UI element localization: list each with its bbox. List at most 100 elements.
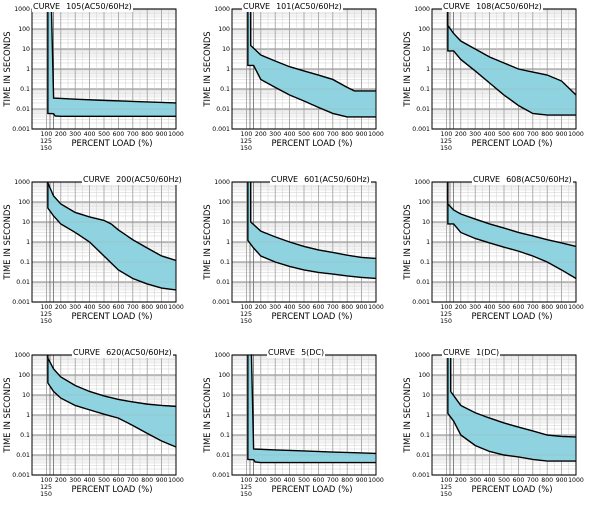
plot-frame	[431, 354, 577, 476]
lower-curve	[47, 355, 177, 448]
y-tick-label: 1000	[214, 352, 230, 359]
y-tick-label: 0.1	[20, 259, 30, 266]
y-tick-label: 0.001	[412, 472, 430, 479]
x-tick-label: 600	[112, 304, 124, 311]
x-axis-label: PERCENT LOAD (%)	[271, 138, 352, 148]
x-tick-label: 800	[341, 304, 353, 311]
curve-chart-620: 1000 100 10 1 0.1 0.01 0.001 100 200 300 400 500 600…	[2, 348, 192, 513]
x-tick-label: 600	[112, 131, 124, 138]
y-tick-label: 100	[418, 199, 430, 206]
x-tick-label: 800	[341, 131, 353, 138]
y-tick-label: 1000	[14, 352, 30, 359]
chart-title: CURVE 101(AC50/60Hz)	[242, 2, 343, 12]
x-tick-label: 700	[527, 131, 539, 138]
y-axis-label: TIME IN SECONDS	[202, 377, 212, 453]
y-tick-label: 1	[226, 66, 230, 73]
y-tick-label: 10	[222, 46, 230, 53]
y-tick-label: 10	[222, 392, 230, 399]
y-tick-label: 1000	[14, 6, 30, 13]
x-tick-label: 400	[284, 477, 296, 484]
trip-band	[447, 182, 576, 279]
x-tick-label: 700	[127, 131, 139, 138]
x-tick-label: 200	[55, 304, 67, 311]
x-tick-label: 200	[255, 477, 267, 484]
x-axis-label: PERCENT LOAD (%)	[471, 311, 552, 321]
upper-curve	[250, 9, 376, 92]
x-tick-label: 200	[55, 477, 67, 484]
x-tick-label: 500	[298, 304, 310, 311]
chart-title-word: CURVE	[33, 2, 61, 11]
x-tick-label: 500	[98, 131, 110, 138]
x-tick-label: 100	[240, 477, 252, 484]
y-tick-label: 100	[218, 372, 230, 379]
y-tick-label: 10	[222, 219, 230, 226]
chart-title-code: 608(AC50/60Hz)	[506, 175, 572, 184]
y-tick-label: 10	[22, 46, 30, 53]
y-tick-label: 1000	[414, 179, 430, 186]
y-tick-label: 0.1	[20, 432, 30, 439]
chart-title-word: CURVE	[243, 2, 271, 11]
x-tick-label: 700	[327, 477, 339, 484]
y-tick-label: 100	[18, 372, 30, 379]
y-tick-label: 0.001	[212, 299, 230, 306]
curve-chart-601: 1000 100 10 1 0.1 0.01 0.001 100 200 300 400 500 600…	[202, 175, 392, 340]
x-tick-label: 900	[556, 304, 568, 311]
x-tick-label-150: 150	[40, 318, 52, 325]
x-tick-label: 1000	[568, 477, 584, 484]
y-tick-label: 0.1	[20, 86, 30, 93]
chart-title-word: CURVE	[443, 2, 471, 11]
y-tick-label: 1	[426, 412, 430, 419]
y-tick-label: 1	[426, 239, 430, 246]
x-tick-label: 1000	[568, 131, 584, 138]
trip-band	[47, 182, 177, 290]
x-tick-label: 800	[141, 304, 153, 311]
chart-title-word: CURVE	[83, 175, 111, 184]
x-tick-label-125: 125	[40, 311, 52, 318]
lower-curve	[447, 355, 576, 462]
chart-title-word: CURVE	[443, 348, 471, 357]
upper-curve	[47, 182, 177, 262]
x-tick-label: 100	[40, 131, 52, 138]
x-tick-label: 600	[512, 477, 524, 484]
x-tick-label: 900	[156, 131, 168, 138]
y-tick-label: 0.001	[212, 472, 230, 479]
y-axis-label: TIME IN SECONDS	[202, 204, 212, 280]
y-tick-label: 0.001	[12, 126, 30, 133]
x-tick-label: 200	[255, 131, 267, 138]
x-tick-label: 400	[84, 131, 96, 138]
y-axis-label: TIME IN SECONDS	[402, 377, 412, 453]
x-tick-label-150: 150	[40, 491, 52, 498]
y-tick-label: 1	[26, 412, 30, 419]
curve-chart-5dc: 1000 100 10 1 0.1 0.01 0.001 100 200 300 400 500 600…	[202, 348, 392, 513]
x-tick-label: 900	[356, 477, 368, 484]
x-tick-label-125: 125	[240, 138, 252, 145]
x-tick-label: 500	[498, 131, 510, 138]
x-tick-label: 500	[98, 304, 110, 311]
y-tick-label: 100	[18, 26, 30, 33]
x-tick-label: 200	[55, 131, 67, 138]
x-tick-label: 600	[512, 304, 524, 311]
x-tick-label-150: 150	[240, 491, 252, 498]
x-tick-label: 300	[469, 304, 481, 311]
y-tick-label: 100	[18, 199, 30, 206]
x-tick-label: 900	[156, 304, 168, 311]
x-tick-label: 400	[284, 304, 296, 311]
y-tick-label: 0.001	[412, 299, 430, 306]
upper-curve	[447, 182, 577, 248]
x-axis-label: PERCENT LOAD (%)	[271, 484, 352, 494]
y-axis-label: TIME IN SECONDS	[402, 31, 412, 107]
lower-curve	[47, 182, 177, 291]
x-tick-label: 300	[269, 304, 281, 311]
chart-title-word: CURVE	[268, 348, 296, 357]
lower-curve	[247, 182, 377, 280]
curve-chart-1dc: 1000 100 10 1 0.1 0.01 0.001 100 200 300 400 500 600…	[402, 348, 592, 513]
x-tick-label: 300	[269, 477, 281, 484]
y-tick-label: 100	[418, 372, 430, 379]
x-tick-label: 100	[440, 304, 452, 311]
y-tick-label: 1	[226, 412, 230, 419]
x-tick-label: 900	[356, 131, 368, 138]
curve-chart-200: 1000 100 10 1 0.1 0.01 0.001 100 200 300 400 500 600…	[2, 175, 192, 340]
